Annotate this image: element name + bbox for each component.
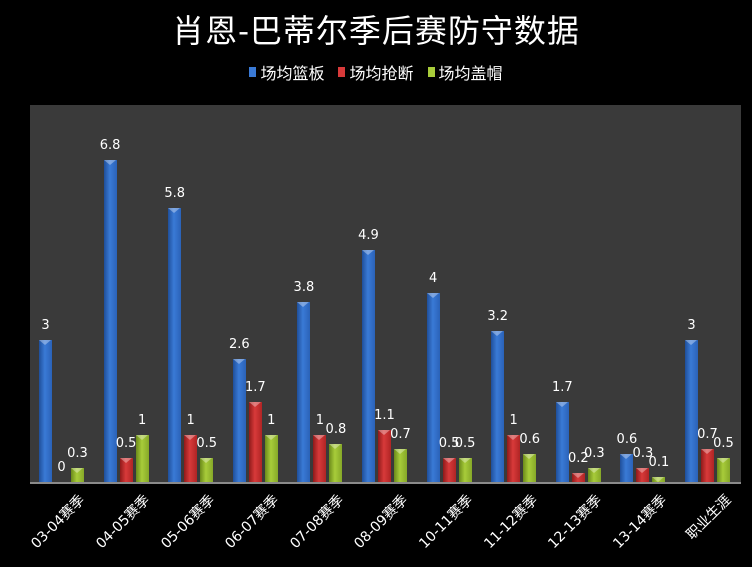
bar-green [587,467,601,482]
legend-item-steals: 场均抢断 [338,60,414,84]
bar-red [378,429,391,482]
bar-green [135,434,149,482]
x-tick-label: 04-05赛季 [93,492,154,553]
bar-green [458,458,472,482]
data-label: 5.8 [164,185,186,201]
x-tick-label: 06-07赛季 [222,492,283,553]
data-label: 0.3 [583,445,605,461]
legend-item-rebounds: 场均篮板 [249,60,324,84]
bar-green [394,448,407,482]
bar-blue [491,330,505,482]
bar-green [200,458,214,482]
data-label: 3.2 [487,308,509,324]
bar-blue [620,453,634,482]
data-label: 2.6 [228,337,250,353]
bar-blue [297,302,311,482]
bar-green [717,458,730,482]
bar-red [442,458,456,482]
data-label: 0.5 [115,436,137,452]
x-tick-label: 职业生涯 [683,492,735,544]
bar-blue [103,160,117,482]
bar-blue [232,359,246,482]
chart-legend: 场均篮板 场均抢断 场均盖帽 [0,60,752,84]
data-label: 0.5 [713,436,734,452]
data-label: 0.1 [648,455,670,471]
x-tick-label: 11-12赛季 [480,492,541,553]
data-label: 0.6 [519,431,541,447]
data-label: 6.8 [99,138,121,154]
data-label: 1 [186,412,195,428]
data-label: 4 [428,270,438,286]
data-label: 1 [315,412,325,428]
legend-label: 场均篮板 [260,64,325,83]
x-axis-line [30,482,741,484]
data-label: 1.7 [244,379,266,395]
data-label: 0.6 [616,431,638,447]
bar-red [507,434,521,482]
bar-red [248,401,262,482]
data-label: 0.3 [632,445,654,461]
bar-red [184,434,198,482]
data-label: 0.5 [454,436,476,452]
bar-blue [426,292,440,482]
data-label: 0.5 [196,436,218,452]
data-label: 1 [267,412,276,428]
legend-item-blocks: 场均盖帽 [427,60,503,84]
bar-blue [685,340,698,482]
bar-red [636,467,650,482]
legend-swatch-blue-icon [249,67,257,77]
bar-green [523,453,537,482]
bar-red [571,472,585,482]
legend-label: 场均盖帽 [438,64,503,83]
legend-label: 场均抢断 [349,64,414,83]
x-tick-label: 10-11赛季 [416,492,477,553]
chart-title: 肖恩-巴蒂尔季后赛防守数据 [172,12,580,50]
x-tick-label: 05-06赛季 [157,492,218,553]
x-tick-label: 13-14赛季 [609,492,670,553]
data-label: 1 [137,412,147,428]
data-label: 0 [57,460,66,475]
data-label: 3.8 [293,280,315,296]
legend-swatch-red-icon [338,67,346,77]
bar-blue [555,401,569,482]
data-label: 0.8 [325,422,347,438]
data-label: 0.5 [438,436,460,452]
data-label: 0.2 [567,450,589,466]
data-label: 3 [687,318,696,334]
legend-swatch-green-icon [427,67,435,77]
bar-green [264,434,278,482]
bar-blue [39,340,52,482]
data-label: 3 [41,318,50,334]
bar-blue [168,207,182,482]
data-label: 0.7 [390,426,411,442]
data-label: 1.7 [551,379,573,395]
bar-green [652,477,666,482]
x-tick-label: 08-09赛季 [351,492,412,553]
data-label: 1.1 [374,407,395,423]
bar-red [313,434,327,482]
data-label: 0.3 [67,445,88,461]
data-label: 0.7 [697,426,718,442]
bar-red [119,458,133,482]
bar-green [329,444,343,482]
x-tick-label: 07-08赛季 [286,492,347,553]
bar-red [701,448,714,482]
bar-blue [362,250,375,482]
data-label: 1 [509,412,518,428]
data-label: 4.9 [358,228,379,244]
x-tick-label: 12-13赛季 [545,492,606,553]
plot-area [30,105,741,482]
x-tick-label: 03-04赛季 [28,492,89,553]
bar-green [71,467,84,482]
